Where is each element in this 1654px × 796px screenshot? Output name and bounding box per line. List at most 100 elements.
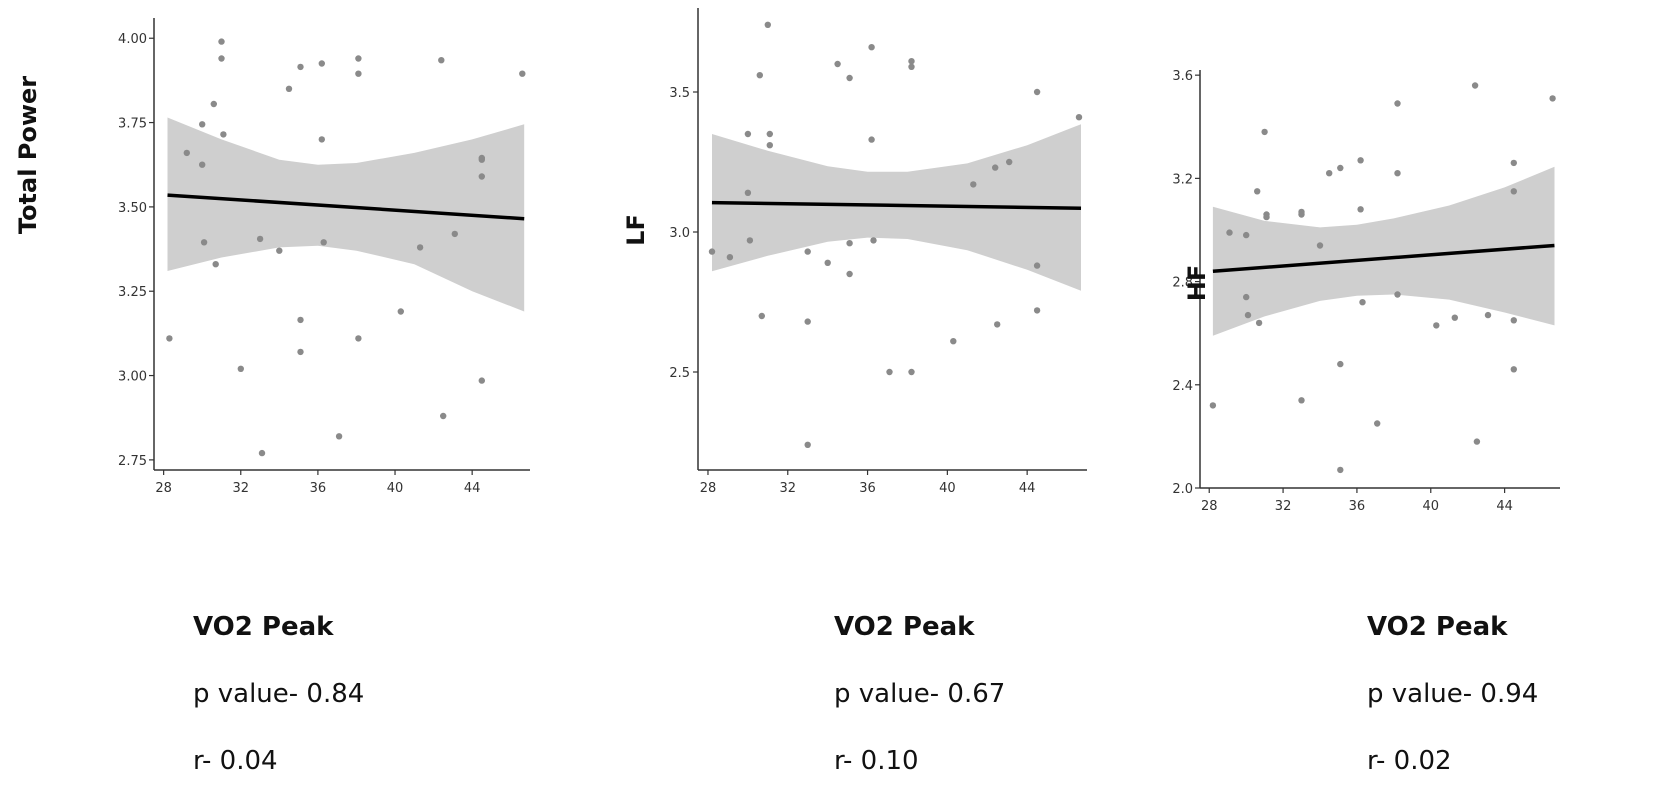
panel-1-x-tick-label-5: 44 [464, 481, 481, 496]
panel-2-data-point-5 [746, 237, 754, 244]
panel-lf: 2.5 3.0 3.5 28 32 36 40 44 LF [622, 8, 1087, 496]
panel-2-data-point-12 [804, 318, 811, 325]
panel-1-y-tick-label-2: 3.00 [118, 370, 147, 385]
panel-1-data-point-22 [335, 433, 343, 440]
panel-2-data-point-1 [708, 248, 716, 255]
panel-1-data-point-13 [258, 449, 266, 457]
panel-3-data-point-21 [1359, 299, 1366, 306]
panel-3-x-axis-label: VO2 Peak [1367, 612, 1508, 642]
panel-2-data-point-30 [1006, 158, 1013, 166]
panel-2-data-point-34 [1075, 114, 1083, 121]
panel-3-data-point-30 [1484, 311, 1492, 319]
panel-3-data-point-2 [1226, 229, 1233, 236]
panel-2-regression-line [711, 200, 1082, 210]
panel-3-data-point-12 [1298, 208, 1305, 216]
panel-1-data-point-8 [218, 38, 225, 45]
panel-2-x-axis-label: VO2 Peak [834, 612, 975, 642]
panel-2-data-point-21 [870, 237, 877, 244]
panel-1-y-tick-label-5: 3.75 [118, 117, 147, 132]
panel-2-data-point-13 [804, 441, 811, 448]
panel-3-data-point-14 [1316, 242, 1324, 249]
panel-3-data-point-29 [1473, 438, 1481, 445]
panel-3-data-point-15 [1326, 170, 1333, 177]
panel-2-data-point-19 [868, 44, 875, 51]
panel-3-p-value: p value- 0.94 [1367, 679, 1539, 709]
panel-1-data-point-26 [397, 308, 404, 315]
panel-3-data-point-10 [1263, 213, 1270, 221]
panel-3-data-point-8 [1261, 128, 1268, 136]
panel-1-data-point-15 [285, 85, 293, 93]
panel-2-data-point-20 [868, 136, 875, 143]
panel-3-data-point-27 [1451, 314, 1459, 321]
panel-1-y-tick-label-4: 3.50 [118, 201, 147, 216]
panel-2-data-point-27 [970, 181, 977, 188]
panel-3-x-tick-label-2: 32 [1275, 499, 1292, 514]
panel-3-data-point-19 [1357, 157, 1364, 164]
panel-1-data-point-35 [519, 70, 526, 77]
panel-2-x-tick-label-5: 44 [1019, 481, 1036, 496]
panel-2-y-tick-label-3: 3.5 [669, 86, 690, 101]
panel-3-x-tick-label-4: 40 [1422, 499, 1439, 514]
panel-3-data-point-26 [1433, 322, 1440, 329]
panel-2-confidence-band [712, 124, 1081, 291]
panel-2-data-point-3 [744, 130, 752, 138]
panel-3-data-point-4 [1243, 293, 1250, 301]
panel-3-x-tick-label-1: 28 [1201, 499, 1218, 514]
panel-2-p-value: p value- 0.67 [834, 679, 1006, 709]
panel-2-data-point-14 [824, 259, 831, 266]
panel-2-y-axis-label: LF [622, 214, 650, 246]
panel-1-x-axis-label: VO2 Peak [193, 612, 334, 642]
panel-2-data-point-23 [908, 58, 915, 65]
panel-1-data-point-7 [212, 261, 219, 268]
panel-2-x-tick-label-1: 28 [700, 481, 717, 496]
panel-1-x-tick-label-2: 32 [232, 481, 249, 496]
panel-1-data-point-24 [355, 70, 362, 77]
panel-2-data-point-9 [766, 130, 773, 138]
panel-1-y-tick-label-3: 3.25 [118, 285, 147, 300]
panel-1-regression-line [167, 193, 525, 221]
panel-1-data-point-6 [210, 100, 217, 108]
panel-3-data-point-7 [1255, 319, 1263, 327]
panel-1-data-point-16 [297, 63, 304, 71]
panel-2-data-point-16 [846, 74, 853, 82]
panel-1-x-tick-label-1: 28 [155, 481, 172, 496]
panel-3-data-point-25 [1394, 291, 1401, 298]
panel-3-data-point-24 [1394, 170, 1401, 177]
panel-1-data-point-12 [256, 235, 264, 243]
panel-2-data-point-2 [726, 254, 734, 261]
panel-1-data-point-27 [416, 244, 424, 251]
panel-1-x-tick-label-4: 40 [387, 481, 404, 496]
panel-1-r-value: r- 0.04 [193, 746, 278, 776]
panel-1-data-point-17 [297, 316, 304, 324]
panel-3-data-point-16 [1337, 164, 1344, 172]
panel-1-data-point-25 [355, 335, 362, 342]
panel-2-data-point-29 [994, 321, 1001, 328]
panel-3-data-point-3 [1243, 231, 1250, 239]
panel-2-data-point-25 [908, 368, 915, 376]
panel-2-data-point-32 [1033, 262, 1041, 269]
panel-1-data-point-34 [478, 377, 485, 384]
panel-2-data-point-17 [846, 240, 853, 247]
panel-1-x-tick-label-3: 36 [310, 481, 327, 496]
panel-1-data-point-2 [183, 149, 190, 157]
panel-3-data-point-13 [1298, 397, 1305, 404]
panel-3-data-point-20 [1357, 206, 1364, 213]
panel-2-data-point-7 [758, 312, 765, 320]
panel-1-data-point-21 [320, 239, 327, 246]
panel-2-data-point-24 [908, 63, 915, 70]
panel-3-y-tick-label-3: 2.8 [1172, 276, 1193, 291]
panel-3-data-point-23 [1394, 100, 1401, 107]
panel-3-data-point-32 [1510, 188, 1518, 195]
panel-1-y-tick-label-1: 2.75 [118, 454, 147, 469]
panel-1-y-axis-label: Total Power [14, 76, 42, 234]
panel-1-confidence-band [167, 117, 525, 312]
panel-2-data-point-10 [766, 142, 773, 149]
panel-1-data-point-18 [297, 348, 304, 356]
panel-2-data-point-6 [756, 72, 763, 79]
panel-2-data-point-22 [886, 368, 893, 376]
panel-1-data-point-32 [478, 156, 485, 163]
panel-1-data-point-29 [440, 412, 447, 420]
panel-1-data-point-14 [276, 247, 283, 254]
panel-3-y-tick-label-2: 2.4 [1172, 379, 1193, 394]
panel-3-data-point-18 [1337, 466, 1344, 474]
